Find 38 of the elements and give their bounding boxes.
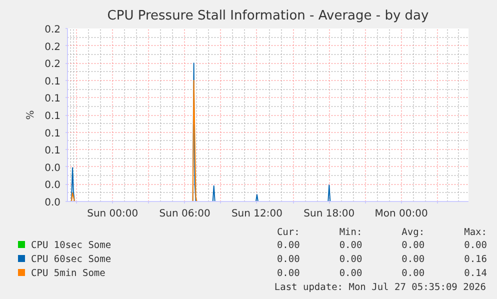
y-tick-label: 0.2 <box>44 24 61 36</box>
text: Last update: Mon Jul 27 05:35:09 2026 <box>273 281 487 295</box>
y-axis-title: % <box>26 110 37 120</box>
y-tick-label: 0.1 <box>44 146 61 157</box>
legend-label: CPU 10sec Some <box>30 239 112 253</box>
y-tick-label: 0.1 <box>44 76 61 88</box>
text: 0.00 <box>338 253 362 267</box>
text: 0.00 <box>463 239 487 253</box>
y-tick-label: 0.2 <box>44 59 61 70</box>
text: 0.00 <box>400 253 425 267</box>
text: 0.00 <box>400 239 425 253</box>
y-tick-label: 0.1 <box>44 128 61 140</box>
text: Avg: <box>400 227 425 239</box>
y-tick-label: 0.2 <box>44 42 61 53</box>
legend-label: CPU 5min Some <box>30 267 106 281</box>
text: 0.14 <box>463 267 487 281</box>
text: 0.00 <box>400 267 425 281</box>
text: 0.00 <box>276 267 300 281</box>
text: Max: <box>463 227 487 239</box>
x-tick-label: Sun 12:00 <box>231 208 282 220</box>
x-tick-label: Sun 06:00 <box>159 208 210 220</box>
legend-label: CPU 60sec Some <box>30 253 112 267</box>
chart-title: CPU Pressure Stall Information - Average - by day <box>107 8 430 24</box>
text: Cur: <box>276 227 300 239</box>
x-tick-label: Sun 00:00 <box>87 208 138 220</box>
y-tick-label: 0.0 <box>44 198 61 208</box>
text: Min: <box>338 227 362 239</box>
text: 0.16 <box>463 253 487 267</box>
text: 0.00 <box>276 253 300 267</box>
text: 0.00 <box>338 239 362 253</box>
y-tick-label: 0.0 <box>44 180 61 192</box>
x-tick-label: Sun 18:00 <box>304 208 355 220</box>
text: 0.00 <box>276 239 300 253</box>
y-tick-label: 0.1 <box>44 111 61 122</box>
x-tick-label: Mon 00:00 <box>374 208 428 220</box>
y-tick-label: 0.0 <box>44 162 61 174</box>
y-tick-label: 0.1 <box>44 94 61 105</box>
text: 0.00 <box>338 267 362 281</box>
